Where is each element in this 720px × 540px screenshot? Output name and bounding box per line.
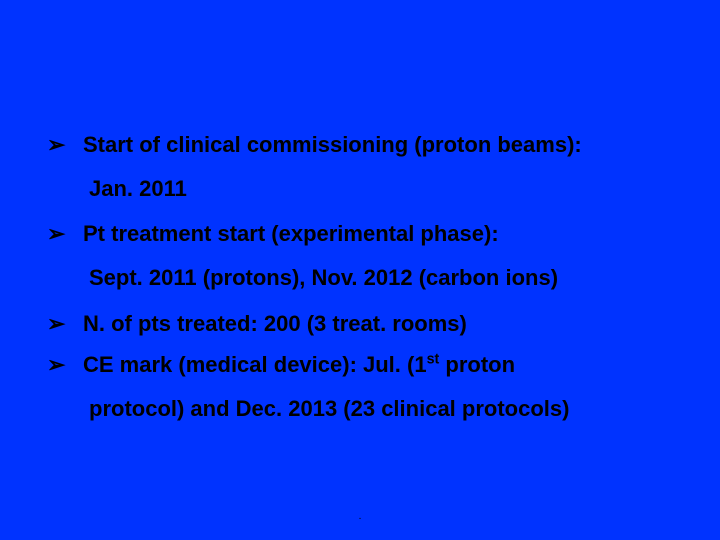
footnote-dot: .: [359, 511, 362, 522]
bullet-marker-icon: ➢: [47, 219, 65, 249]
bullet-item-3: ➢ N. of pts treated: 200 (3 treat. rooms…: [45, 309, 675, 339]
bullet-heading-pre: CE mark (medical device): Jul. (1: [83, 352, 427, 377]
bullet-heading: Start of clinical commissioning (proton …: [83, 132, 582, 157]
bullet-item-1: ➢ Start of clinical commissioning (proto…: [45, 130, 675, 203]
bullet-heading-post: proton: [439, 352, 515, 377]
bullet-heading: Pt treatment start (experimental phase):: [83, 221, 499, 246]
bullet-marker-icon: ➢: [47, 350, 65, 380]
bullet-list: ➢ Start of clinical commissioning (proto…: [45, 130, 675, 424]
bullet-item-4: ➢ CE mark (medical device): Jul. (1st pr…: [45, 350, 675, 423]
bullet-subline: Sept. 2011 (protons), Nov. 2012 (carbon …: [83, 263, 675, 293]
bullet-item-2: ➢ Pt treatment start (experimental phase…: [45, 219, 675, 292]
bullet-subline: Jan. 2011: [83, 174, 675, 204]
bullet-heading: N. of pts treated: 200 (3 treat. rooms): [83, 311, 467, 336]
bullet-heading-sup: st: [427, 352, 440, 368]
bullet-marker-icon: ➢: [47, 309, 65, 339]
bullet-marker-icon: ➢: [47, 130, 65, 160]
bullet-subline: protocol) and Dec. 2013 (23 clinical pro…: [83, 394, 675, 424]
